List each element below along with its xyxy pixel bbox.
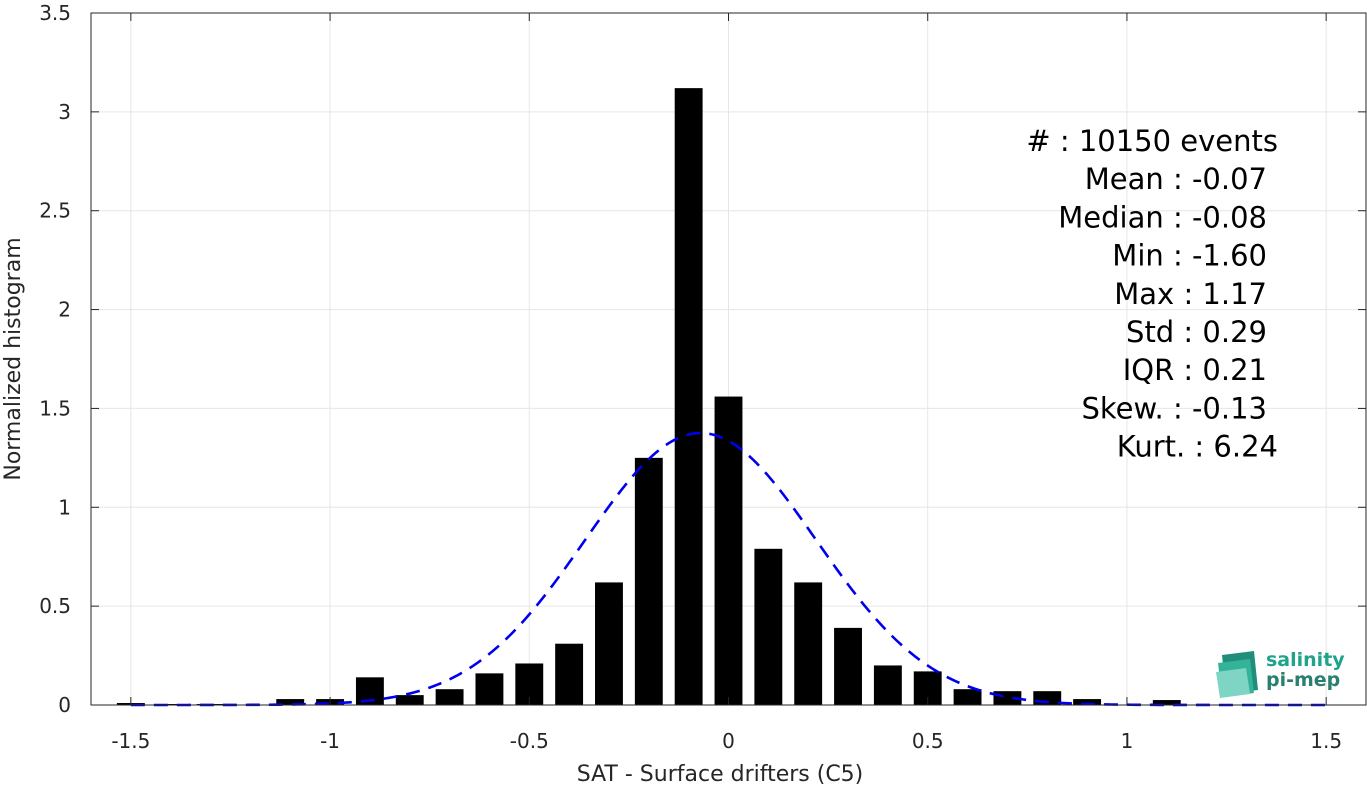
histogram-bar xyxy=(873,665,902,705)
histogram-bar xyxy=(1152,700,1181,705)
histogram-bar xyxy=(953,689,982,705)
x-tick-label: 1 xyxy=(1121,729,1134,753)
x-tick-label: -0.5 xyxy=(510,729,549,753)
histogram-bar xyxy=(595,582,623,705)
histogram-bar xyxy=(714,396,743,705)
histogram-bars xyxy=(116,88,1181,706)
histogram-bar xyxy=(834,627,862,705)
x-tick-label: -1 xyxy=(320,729,340,753)
stat-line: Min : -1.60 xyxy=(1112,239,1267,273)
y-tick-label: 3 xyxy=(58,100,71,124)
stat-line: Max : 1.17 xyxy=(1114,277,1267,311)
y-tick-label: 2.5 xyxy=(39,199,71,223)
stat-line: Std : 0.29 xyxy=(1126,315,1267,349)
salinity-pimep-logo: salinity pi-mep xyxy=(1216,649,1345,698)
x-tick-label: 0 xyxy=(722,729,735,753)
y-tick-label: 1.5 xyxy=(39,396,71,420)
x-axis-ticks: -1.5 -1 -0.5 0 0.5 1 1.5 xyxy=(111,13,1342,753)
logo-text-salinity: salinity xyxy=(1266,649,1345,671)
histogram-bar xyxy=(555,643,584,705)
y-tick-label: 0.5 xyxy=(39,594,71,618)
stat-line: Skew. : -0.13 xyxy=(1081,391,1267,425)
x-tick-label: 1.5 xyxy=(1310,729,1342,753)
histogram-bar xyxy=(794,582,823,705)
y-tick-label: 1 xyxy=(58,495,71,519)
histogram-bar xyxy=(674,88,703,706)
logo-text-pimep: pi-mep xyxy=(1266,669,1340,691)
y-tick-label: 2 xyxy=(58,298,71,322)
y-tick-label: 3.5 xyxy=(39,1,71,25)
logo-waves-icon xyxy=(1216,651,1258,698)
x-tick-label: 0.5 xyxy=(912,729,944,753)
stats-box: # : 10150 events Mean : -0.07 Median : -0.… xyxy=(1026,124,1278,464)
histogram-bar xyxy=(634,457,663,705)
y-axis-ticks: 0 0.5 1 1.5 2 2.5 3 3.5 xyxy=(39,1,1366,717)
stat-line: IQR : 0.21 xyxy=(1123,353,1267,387)
y-tick-label: 0 xyxy=(58,693,71,717)
histogram-bar xyxy=(435,689,464,705)
histogram-bar xyxy=(754,548,783,705)
histogram-bar xyxy=(1073,699,1102,705)
y-axis-label: Normalized histogram xyxy=(1,237,26,480)
stat-line: Median : -0.08 xyxy=(1058,200,1267,234)
histogram-bar xyxy=(395,695,424,705)
histogram-bar xyxy=(276,699,305,705)
x-tick-label: -1.5 xyxy=(111,729,150,753)
histogram-bar xyxy=(475,673,504,705)
x-axis-label: SAT - Surface drifters (C5) xyxy=(577,762,864,785)
stat-line: Mean : -0.07 xyxy=(1085,162,1267,196)
stat-line: Kurt. : 6.24 xyxy=(1117,430,1278,464)
stat-line: # : 10150 events xyxy=(1026,124,1278,158)
